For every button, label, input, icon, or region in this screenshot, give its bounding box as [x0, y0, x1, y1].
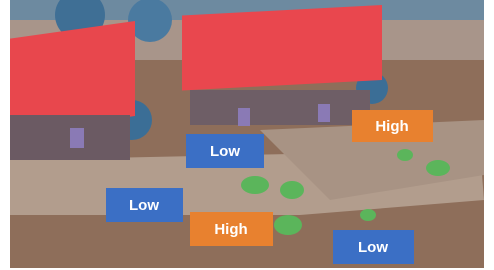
vegetation	[274, 215, 302, 235]
vegetation	[397, 149, 413, 161]
page: High Low Low High Low (() => { const dat…	[0, 0, 494, 270]
aerial-scene: High Low Low High Low	[0, 0, 494, 270]
label: Low	[210, 143, 240, 160]
car	[318, 104, 330, 122]
vegetation	[360, 209, 376, 221]
vegetation	[280, 181, 304, 199]
vegetation	[241, 176, 269, 194]
label: High	[214, 221, 247, 238]
vegetation	[426, 160, 450, 176]
label: Low	[129, 197, 159, 214]
label: High	[375, 118, 408, 135]
car	[238, 108, 250, 126]
house-wall	[190, 90, 370, 125]
car	[70, 128, 84, 148]
label: Low	[358, 239, 388, 256]
roof	[182, 5, 382, 90]
